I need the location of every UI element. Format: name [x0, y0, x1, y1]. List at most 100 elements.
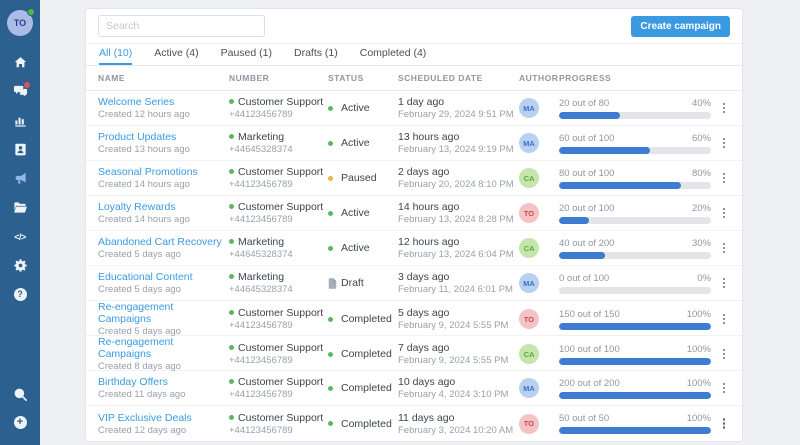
tab-paused[interactable]: Paused (1) — [220, 47, 272, 59]
channel-status-dot — [229, 379, 234, 384]
progress-bar-fill — [559, 322, 711, 330]
sidebar-item-contacts[interactable] — [9, 141, 31, 158]
table-row: Welcome Series Created 12 hours ago Cust… — [86, 91, 742, 126]
scheduled-relative: 3 days ago — [398, 271, 450, 283]
progress-bar-track — [559, 357, 711, 365]
campaign-name-link[interactable]: Educational Content — [98, 271, 193, 283]
author-avatar: CA — [519, 344, 539, 364]
author-avatar: TO — [519, 309, 539, 329]
progress-count-label: 100 out of 100 — [559, 343, 620, 355]
search-input[interactable] — [98, 15, 265, 37]
row-menu-button[interactable] — [718, 99, 731, 118]
campaign-name-link[interactable]: Re-engagement Campaigns — [98, 336, 174, 360]
channel-label: Marketing — [229, 271, 328, 283]
table-header: Name Number Status Scheduled date Author Prog… — [86, 65, 742, 91]
scheduled-cell: 12 hours ago February 13, 2024 6:04 PM — [398, 236, 519, 260]
tab-active[interactable]: Active (4) — [154, 47, 199, 59]
status-dot — [328, 351, 333, 357]
status-dot — [328, 421, 333, 426]
campaign-name-link[interactable]: Re-engagement Campaigns — [98, 301, 174, 325]
sidebar-item-search[interactable] — [9, 386, 31, 403]
progress-cell: 80 out of 100 80% — [559, 168, 711, 189]
campaign-name-link[interactable]: Loyalty Rewards — [98, 201, 176, 213]
campaigns-panel: Create campaign All (10) Active (4) Paused… — [85, 8, 743, 442]
campaign-name-link[interactable]: VIP Exclusive Deals — [98, 411, 192, 424]
table-row: Loyalty Rewards Created 14 hours ago Cus… — [86, 196, 742, 231]
row-menu-button[interactable] — [718, 379, 731, 398]
author-cell: CA — [519, 168, 559, 188]
scheduled-cell: 3 days ago February 11, 2024 6:01 PM — [398, 271, 519, 295]
phone-number: +44123456789 — [229, 389, 293, 400]
progress-bar-fill — [559, 111, 620, 119]
name-cell: Abandoned Cart Recovery Created 5 days a… — [98, 236, 229, 260]
progress-cell: 60 out of 100 60% — [559, 133, 711, 154]
table-row: Educational Content Created 5 days ago M… — [86, 266, 742, 301]
sidebar-item-analytics[interactable] — [9, 112, 31, 129]
tab-drafts[interactable]: Drafts (1) — [293, 47, 338, 59]
tab-all[interactable]: All (10) — [99, 47, 133, 65]
scheduled-cell: 2 days ago February 20, 2024 8:10 PM — [398, 166, 519, 190]
status-dot — [328, 316, 333, 322]
table-row: VIP Exclusive Deals Created 12 days ago … — [86, 406, 742, 441]
campaign-created-label: Created 5 days ago — [98, 284, 181, 295]
code-icon: </> — [14, 231, 26, 242]
name-cell: Re-engagement Campaigns Created 5 days a… — [98, 301, 229, 337]
phone-number: +44645328374 — [229, 284, 293, 295]
progress-count-label: 20 out of 80 — [559, 97, 610, 109]
row-menu-button[interactable] — [718, 310, 731, 329]
campaign-name-link[interactable]: Abandoned Cart Recovery — [98, 236, 222, 248]
sidebar-item-campaigns[interactable] — [9, 170, 31, 187]
name-cell: Seasonal Promotions Created 14 hours ago — [98, 166, 229, 190]
sidebar-item-chats[interactable] — [9, 82, 31, 100]
sidebar-item-home[interactable] — [9, 54, 31, 71]
number-cell: Customer Support +44123456789 — [229, 201, 328, 225]
number-cell: Marketing +44645328374 — [229, 236, 328, 260]
campaign-name-link[interactable]: Product Updates — [98, 131, 177, 143]
campaign-created-label: Created 8 days ago — [98, 361, 181, 372]
campaign-created-label: Created 13 hours ago — [98, 144, 190, 155]
phone-number: +44123456789 — [229, 320, 293, 331]
row-menu-button[interactable] — [718, 239, 731, 258]
row-menu-button[interactable] — [718, 274, 731, 293]
row-menu-button[interactable] — [718, 204, 731, 223]
progress-count-label: 0 out of 100 — [559, 272, 610, 284]
status-dot — [328, 245, 333, 251]
progress-bar-track — [559, 111, 711, 119]
status-label: Completed — [341, 382, 392, 394]
row-menu-button[interactable] — [718, 134, 731, 153]
campaign-name-link[interactable]: Welcome Series — [98, 96, 175, 108]
scheduled-cell: 11 days ago February 3, 2024 10:20 AM — [398, 412, 519, 436]
progress-bar-track — [559, 391, 711, 399]
sidebar-item-folders[interactable] — [9, 199, 31, 216]
row-menu-button[interactable] — [718, 169, 731, 188]
author-avatar: MA — [519, 273, 539, 293]
progress-count-label: 60 out of 100 — [559, 132, 615, 144]
name-cell: Re-engagement Campaigns Created 8 days a… — [98, 336, 229, 372]
campaign-name-link[interactable]: Birthday Offers — [98, 376, 168, 388]
row-menu-button[interactable] — [718, 345, 731, 364]
progress-bar-fill — [559, 251, 605, 259]
row-menu-button[interactable] — [718, 414, 731, 433]
scheduled-datetime: February 13, 2024 6:04 PM — [398, 249, 514, 260]
user-avatar[interactable]: TO — [7, 8, 35, 36]
tabs-bar: All (10) Active (4) Paused (1) Drafts (1) Co… — [86, 43, 742, 65]
sidebar-item-help[interactable]: ? — [9, 286, 31, 303]
sidebar-item-code[interactable]: </> — [9, 228, 31, 245]
campaign-name-link[interactable]: Seasonal Promotions — [98, 166, 198, 178]
column-header-scheduled-date: Scheduled date — [398, 73, 483, 83]
online-status-dot — [27, 8, 35, 16]
status-cell: Paused — [328, 172, 398, 184]
phone-number: +44123456789 — [229, 424, 293, 436]
number-cell: Customer Support +44123456789 — [229, 96, 328, 120]
tab-completed[interactable]: Completed (4) — [359, 47, 427, 59]
number-cell: Marketing +44645328374 — [229, 271, 328, 295]
campaign-created-label: Created 14 hours ago — [98, 214, 190, 225]
settings-icon — [13, 259, 27, 272]
progress-bar-fill — [559, 181, 681, 189]
sidebar-item-settings[interactable] — [9, 257, 31, 274]
home-icon — [14, 57, 26, 68]
sidebar-item-add[interactable]: + — [9, 414, 31, 431]
scheduled-datetime: February 11, 2024 6:01 PM — [398, 284, 513, 295]
progress-percent-label: 100% — [686, 413, 711, 424]
create-campaign-button[interactable]: Create campaign — [631, 15, 730, 37]
